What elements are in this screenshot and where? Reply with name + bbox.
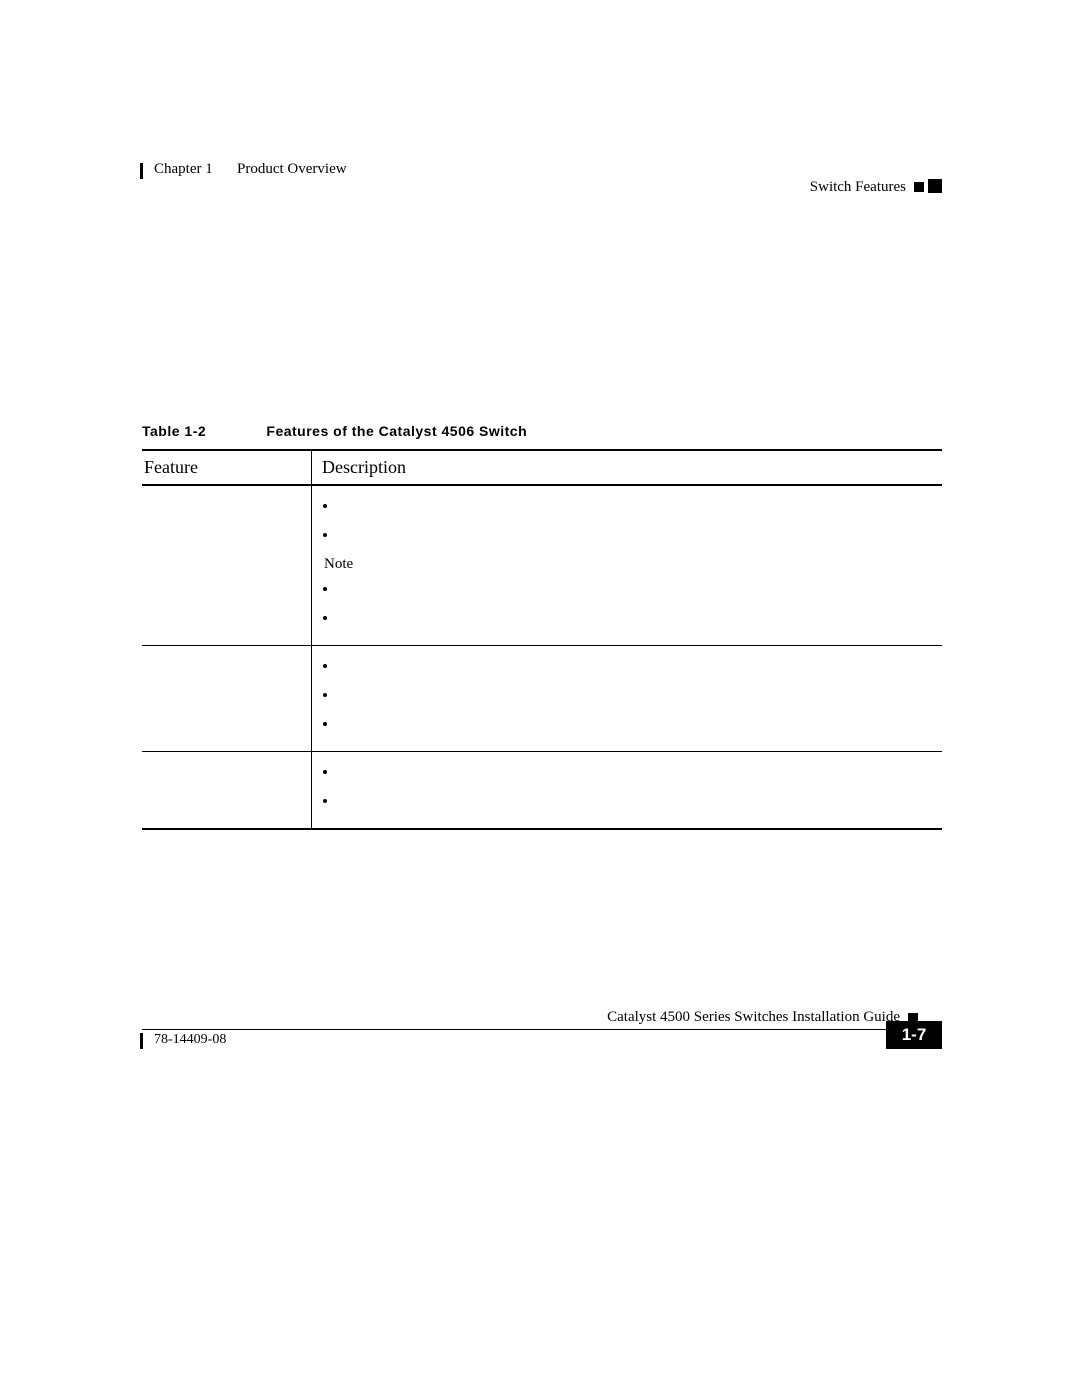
cell-description: Note [312, 486, 942, 645]
bullet-list [338, 581, 936, 627]
bullet-list [338, 498, 936, 544]
table-label: Table 1-2 [142, 423, 262, 439]
footer-rule [142, 1029, 942, 1030]
running-footer: Catalyst 4500 Series Switches Installati… [142, 1029, 942, 1030]
features-table: Feature Description Note [142, 449, 942, 830]
bullet-item [338, 793, 936, 810]
header-chapter: Chapter 1 [154, 161, 213, 178]
cell-feature [142, 486, 312, 645]
table-header-row: Feature Description [142, 451, 942, 485]
bullet-item [338, 687, 936, 704]
cell-description [312, 646, 942, 751]
running-header: Chapter 1 Product Overview Switch Featur… [142, 165, 942, 205]
bullet-list [338, 764, 936, 810]
header-rule-left [140, 163, 143, 179]
table-caption: Table 1-2 Features of the Catalyst 4506 … [142, 423, 942, 439]
bullet-item [338, 764, 936, 781]
bullet-item [338, 716, 936, 733]
bullet-item [338, 527, 936, 544]
cell-feature [142, 752, 312, 828]
cell-feature [142, 646, 312, 751]
header-title: Product Overview [237, 161, 347, 178]
cell-description [312, 752, 942, 828]
footer-book-title: Catalyst 4500 Series Switches Installati… [607, 1009, 900, 1026]
footer-page-number: 1-7 [886, 1021, 942, 1049]
header-marker-small [914, 182, 924, 192]
footer-rule-left [140, 1033, 143, 1049]
page-content: Chapter 1 Product Overview Switch Featur… [142, 165, 942, 830]
bullet-list [338, 658, 936, 733]
bullet-item [338, 610, 936, 627]
table-row [142, 645, 942, 751]
bullet-item [338, 658, 936, 675]
col-header-feature: Feature [142, 451, 312, 484]
bullet-item [338, 581, 936, 598]
note-label: Note [324, 556, 936, 573]
table-row [142, 751, 942, 828]
col-header-description: Description [312, 451, 942, 484]
footer-doc-number: 78-14409-08 [154, 1032, 226, 1048]
bullet-item [338, 498, 936, 515]
table-caption-text: Features of the Catalyst 4506 Switch [266, 423, 527, 439]
header-marker-large [928, 179, 942, 193]
header-section: Switch Features [810, 179, 906, 196]
table-row: Note [142, 485, 942, 645]
